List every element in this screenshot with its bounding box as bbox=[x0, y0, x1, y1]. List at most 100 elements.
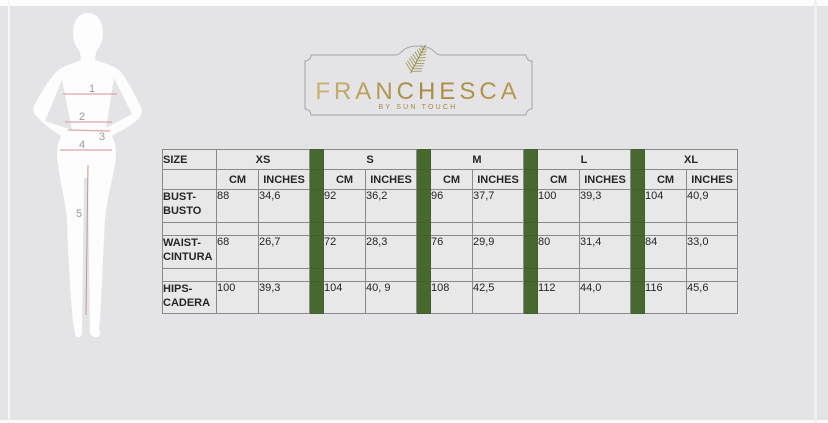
green-separator bbox=[523, 268, 539, 282]
blank-cell bbox=[365, 268, 417, 282]
unit-header-cm: CM bbox=[430, 169, 473, 190]
blank-cell bbox=[430, 222, 473, 236]
page-right-margin bbox=[814, 0, 817, 423]
measure-cell: 39,3 bbox=[258, 281, 310, 314]
green-separator bbox=[523, 149, 539, 170]
green-separator bbox=[523, 281, 539, 314]
blank-cell bbox=[365, 222, 417, 236]
measurement-figure: 1 2 3 4 5 bbox=[10, 4, 160, 344]
blank-cell bbox=[537, 268, 581, 282]
row-label-bust: BUST-BUSTO bbox=[162, 189, 217, 223]
measure-cell: 45,6 bbox=[686, 281, 739, 314]
measure-cell: 33,0 bbox=[686, 235, 739, 269]
measure-cell: 40,9 bbox=[686, 189, 739, 223]
measure-cell: 44,0 bbox=[579, 281, 632, 314]
green-separator bbox=[630, 268, 646, 282]
measure-cell: 112 bbox=[537, 281, 581, 314]
green-separator bbox=[523, 235, 539, 269]
leaf-icon bbox=[405, 44, 427, 74]
measure-cell: 76 bbox=[430, 235, 473, 269]
table-row-bust: BUST-BUSTO 88 34,6 92 36,2 96 37,7 100 3… bbox=[162, 189, 739, 223]
green-separator bbox=[630, 222, 646, 236]
blank-cell bbox=[686, 222, 739, 236]
measure-cell: 84 bbox=[644, 235, 688, 269]
measurement-lines bbox=[60, 93, 117, 316]
blank-cell bbox=[162, 268, 217, 282]
size-header-s: S bbox=[323, 149, 417, 170]
measure-cell: 42,5 bbox=[471, 281, 525, 314]
green-separator bbox=[309, 169, 324, 190]
blank-cell bbox=[644, 222, 688, 236]
green-separator bbox=[630, 149, 646, 170]
green-separator bbox=[309, 235, 324, 269]
blank-cell bbox=[258, 222, 310, 236]
brand-logo-svg: FRANCHESCA BY SUN TOUCH bbox=[304, 44, 533, 116]
measure-cell: 36,2 bbox=[365, 189, 417, 223]
measure-cell: 72 bbox=[323, 235, 366, 269]
green-separator bbox=[416, 268, 431, 282]
blank-cell bbox=[258, 268, 310, 282]
brand-tagline: BY SUN TOUCH bbox=[379, 104, 458, 111]
green-separator bbox=[523, 169, 539, 190]
green-separator bbox=[523, 189, 539, 223]
unit-header-row: CM INCHES CM INCHES CM INCHES CM INCHES … bbox=[162, 169, 739, 190]
table-row-waist: WAIST-CINTURA 68 26,7 72 28,3 76 29,9 80… bbox=[162, 235, 739, 269]
brand-name: FRANCHESCA bbox=[315, 78, 520, 105]
female-silhouette-icon: 1 2 3 4 5 bbox=[33, 13, 142, 338]
page-bottom-margin bbox=[0, 420, 828, 423]
marker-2: 2 bbox=[79, 111, 85, 123]
green-separator bbox=[416, 222, 431, 236]
green-separator bbox=[416, 149, 431, 170]
green-separator bbox=[630, 235, 646, 269]
unit-header-cm: CM bbox=[323, 169, 366, 190]
brand-logo: FRANCHESCA BY SUN TOUCH bbox=[300, 38, 540, 123]
measure-cell: 96 bbox=[430, 189, 473, 223]
row-label-hips: HIPS-CADERA bbox=[162, 281, 217, 314]
spacer-row bbox=[162, 222, 739, 236]
spacer-row bbox=[162, 268, 739, 282]
green-separator bbox=[630, 189, 646, 223]
green-separator bbox=[416, 169, 431, 190]
table-row-hips: HIPS-CADERA 100 39,3 104 40, 9 108 42,5 … bbox=[162, 281, 739, 314]
plaque-frame bbox=[304, 45, 533, 116]
measure-cell: 88 bbox=[216, 189, 259, 223]
green-separator bbox=[309, 222, 324, 236]
green-separator bbox=[630, 169, 646, 190]
blank-cell bbox=[162, 222, 217, 236]
unit-header-cm: CM bbox=[216, 169, 259, 190]
green-separator bbox=[309, 268, 324, 282]
page-top-margin bbox=[0, 0, 828, 6]
size-header-xs: XS bbox=[216, 149, 310, 170]
blank-cell bbox=[471, 222, 525, 236]
blank-cell bbox=[323, 222, 366, 236]
marker-3: 3 bbox=[99, 131, 105, 143]
unit-header-cm: CM bbox=[537, 169, 581, 190]
measure-cell: 39,3 bbox=[579, 189, 632, 223]
page-left-margin bbox=[8, 0, 10, 423]
blank-cell bbox=[686, 268, 739, 282]
marker-5: 5 bbox=[76, 208, 82, 220]
blank-cell bbox=[430, 268, 473, 282]
unit-header-inches: INCHES bbox=[579, 169, 632, 190]
measurement-markers: 1 2 3 4 5 bbox=[76, 83, 105, 220]
measure-cell: 29,9 bbox=[471, 235, 525, 269]
measure-cell: 40, 9 bbox=[365, 281, 417, 314]
row-label-waist: WAIST-CINTURA bbox=[162, 235, 217, 269]
measure-cell: 68 bbox=[216, 235, 259, 269]
blank-cell bbox=[644, 268, 688, 282]
measure-cell: 100 bbox=[537, 189, 581, 223]
size-corner-header: SIZE bbox=[162, 149, 217, 170]
measure-cell: 34,6 bbox=[258, 189, 310, 223]
unit-header-inches: INCHES bbox=[258, 169, 310, 190]
marker-1: 1 bbox=[89, 83, 95, 95]
measure-cell: 80 bbox=[537, 235, 581, 269]
unit-header-inches: INCHES bbox=[686, 169, 739, 190]
unit-header-cm: CM bbox=[644, 169, 688, 190]
measure-cell: 92 bbox=[323, 189, 366, 223]
blank-cell bbox=[216, 268, 259, 282]
green-separator bbox=[309, 189, 324, 223]
green-separator bbox=[416, 281, 431, 314]
measure-cell: 116 bbox=[644, 281, 688, 314]
green-separator bbox=[630, 281, 646, 314]
